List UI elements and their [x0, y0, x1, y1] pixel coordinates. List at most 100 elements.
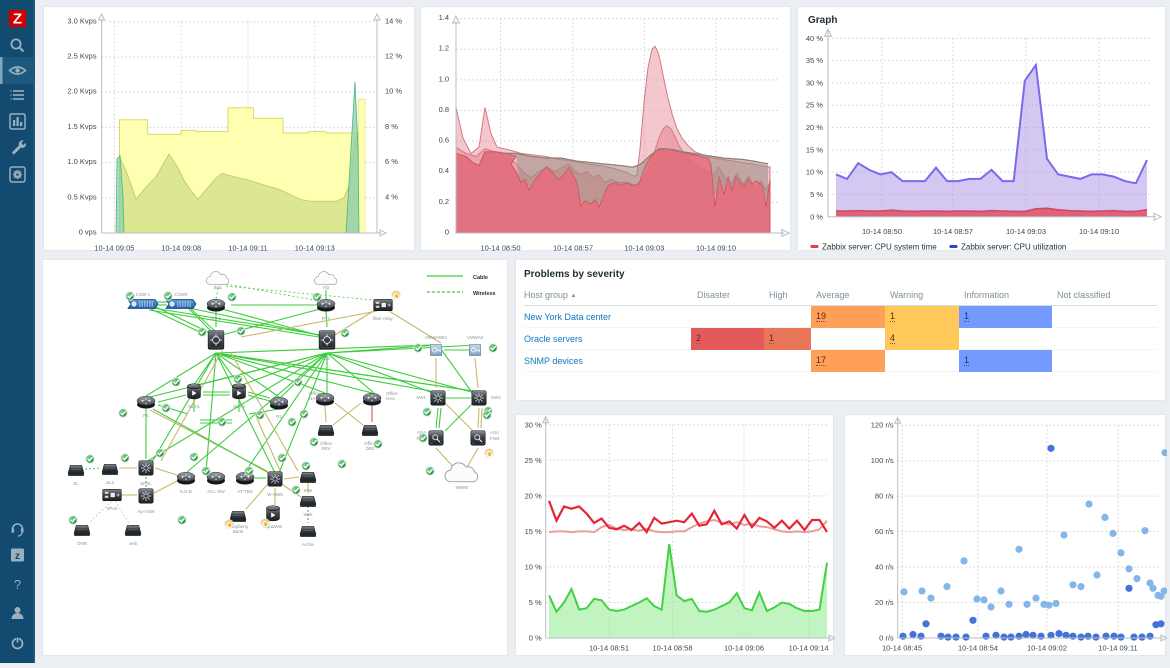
svg-text:12 %: 12 % — [385, 52, 402, 61]
svg-text:HA2: HA2 — [386, 396, 395, 401]
svg-text:10 %: 10 % — [385, 87, 402, 96]
svg-text:10 %: 10 % — [806, 168, 823, 177]
svg-text:2.5 Kvps: 2.5 Kvps — [67, 52, 96, 61]
svg-text:R2: R2 — [276, 414, 282, 419]
svg-text:20 %: 20 % — [525, 491, 542, 500]
svg-text:15 %: 15 % — [806, 145, 823, 154]
svg-text:10-14 09:06: 10-14 09:06 — [724, 644, 764, 653]
svg-text:10-14 09:10: 10-14 09:10 — [696, 244, 736, 253]
svg-text:30 %: 30 % — [525, 420, 542, 429]
svg-text:1.0 Kvps: 1.0 Kvps — [67, 157, 96, 166]
svg-text:FW2: FW2 — [490, 436, 500, 441]
svg-text:10-14 09:11: 10-14 09:11 — [1098, 644, 1137, 653]
svg-text:BNL: BNL — [214, 285, 223, 290]
svg-text:web: web — [129, 541, 138, 546]
svg-text:10-14 09:10: 10-14 09:10 — [1079, 227, 1119, 236]
svg-text:Strm1: Strm1 — [188, 404, 200, 409]
svg-text:WWW: WWW — [456, 485, 469, 490]
svg-text:VMWARE1: VMWARE1 — [425, 335, 448, 340]
svg-text:10-14 08:54: 10-14 08:54 — [958, 644, 998, 653]
svg-text:1.0: 1.0 — [439, 74, 449, 83]
svg-text:35 %: 35 % — [806, 56, 823, 65]
svg-text:Strm2: Strm2 — [233, 404, 245, 409]
svg-text:Bank: Bank — [233, 529, 244, 534]
svg-text:20 %: 20 % — [806, 123, 823, 132]
svg-text:Z: Z — [13, 11, 22, 28]
svg-text:100 r/s: 100 r/s — [871, 456, 894, 465]
svg-text:CSW2: CSW2 — [174, 292, 187, 297]
svg-text:80 r/s: 80 r/s — [875, 492, 894, 501]
svg-text:1.4: 1.4 — [439, 13, 449, 22]
svg-text:30 %: 30 % — [806, 78, 823, 87]
svg-text:Office: Office — [320, 441, 332, 446]
svg-text:0.6: 0.6 — [439, 136, 449, 145]
svg-text:IPW: IPW — [304, 488, 313, 493]
svg-text:ONR: ONR — [77, 541, 88, 546]
svg-text:ASA: ASA — [417, 430, 426, 435]
svg-text:C2: C2 — [324, 356, 330, 361]
svg-text:14 %: 14 % — [385, 16, 402, 25]
svg-text:Office: Office — [309, 391, 321, 396]
svg-text:10 %: 10 % — [525, 562, 542, 571]
svg-text:0 %: 0 % — [810, 212, 823, 221]
svg-text:10-14 09:14: 10-14 09:14 — [789, 644, 829, 653]
svg-text:0.8: 0.8 — [439, 105, 449, 114]
svg-text:Archiv: Archiv — [302, 542, 315, 547]
svg-text:ASA: ASA — [490, 430, 499, 435]
svg-text:SL: SL — [73, 481, 79, 486]
svg-text:CSW-1: CSW-1 — [136, 292, 151, 297]
svg-text:SW1: SW1 — [416, 395, 426, 400]
svg-text:0.2: 0.2 — [439, 197, 449, 206]
svg-text:25 %: 25 % — [525, 456, 542, 465]
svg-text:0.5 Kvps: 0.5 Kvps — [67, 192, 96, 201]
svg-text:Wek: Wek — [304, 512, 314, 517]
svg-text:4 %: 4 % — [385, 192, 398, 201]
svg-text:VPort: VPort — [106, 506, 118, 511]
svg-text:1.2: 1.2 — [439, 44, 449, 53]
svg-text:25 %: 25 % — [806, 101, 823, 110]
svg-text:Ap-VNet: Ap-VNet — [137, 509, 155, 514]
svg-text:10-14 09:13: 10-14 09:13 — [295, 244, 335, 253]
svg-text:10-14 09:03: 10-14 09:03 — [624, 244, 664, 253]
svg-text:20 r/s: 20 r/s — [875, 598, 894, 607]
svg-text:10-14 08:57: 10-14 08:57 — [553, 244, 593, 253]
svg-text:10-14 09:03: 10-14 09:03 — [1006, 227, 1046, 236]
svg-text:RT2: RT2 — [322, 316, 331, 321]
svg-text:Office: Office — [386, 391, 398, 396]
svg-text:?: ? — [14, 577, 21, 592]
svg-text:1.5 Kvps: 1.5 Kvps — [67, 122, 96, 131]
svg-text:SL2: SL2 — [106, 480, 115, 485]
svg-text:ACL-SW: ACL-SW — [207, 489, 225, 494]
svg-text:5 %: 5 % — [810, 190, 823, 199]
svg-text:10-14 09:05: 10-14 09:05 — [94, 244, 134, 253]
svg-text:10-14 08:51: 10-14 08:51 — [589, 644, 629, 653]
svg-text:40 %: 40 % — [806, 34, 823, 43]
svg-text:15 %: 15 % — [525, 527, 542, 536]
svg-text:Wireless: Wireless — [473, 291, 496, 297]
svg-text:10-14 09:08: 10-14 09:08 — [161, 244, 201, 253]
svg-text:40 r/s: 40 r/s — [875, 563, 894, 572]
svg-text:5 %: 5 % — [529, 598, 542, 607]
svg-text:W-SL: W-SL — [140, 481, 152, 486]
svg-text:0 %: 0 % — [529, 634, 542, 643]
svg-text:Cable: Cable — [473, 275, 488, 281]
svg-text:120 r/s: 120 r/s — [871, 421, 894, 430]
svg-text:Zabbix server: CPU utilization: Zabbix server: CPU utilization — [961, 243, 1066, 252]
svg-text:60 r/s: 60 r/s — [875, 527, 894, 536]
svg-text:R1: R1 — [143, 413, 149, 418]
svg-text:10-14 08:50: 10-14 08:50 — [480, 244, 520, 253]
svg-text:HQ: HQ — [323, 285, 330, 290]
svg-text:HA1: HA1 — [309, 396, 318, 401]
svg-text:10-14 08:57: 10-14 08:57 — [933, 227, 973, 236]
svg-text:0 vps: 0 vps — [79, 228, 97, 237]
svg-text:AT-TBS: AT-TBS — [237, 489, 252, 494]
svg-text:RT-1: RT-1 — [211, 316, 221, 321]
svg-text:10-14 09:11: 10-14 09:11 — [228, 244, 267, 253]
svg-text:10-14 09:02: 10-14 09:02 — [1027, 644, 1067, 653]
svg-text:3.0 Kvps: 3.0 Kvps — [67, 16, 96, 25]
svg-text:0: 0 — [445, 228, 449, 237]
svg-text:10-14 08:58: 10-14 08:58 — [652, 644, 692, 653]
svg-text:8 %: 8 % — [385, 122, 398, 131]
svg-text:W-SW6: W-SW6 — [267, 492, 283, 497]
svg-text:10-14 08:45: 10-14 08:45 — [882, 644, 922, 653]
